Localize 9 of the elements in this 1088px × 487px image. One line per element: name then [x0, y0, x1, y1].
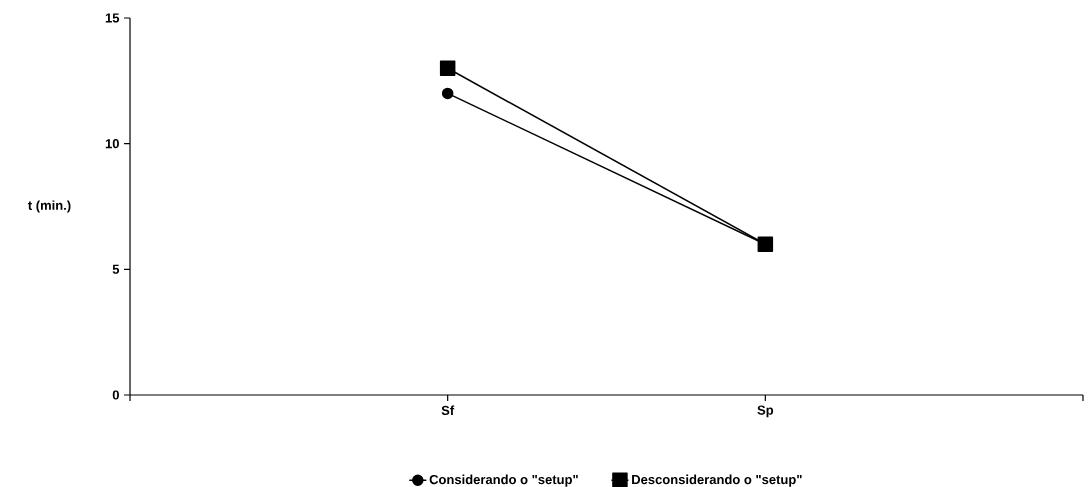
- legend-label: Considerando o "setup": [429, 474, 578, 487]
- y-tick-label: 0: [112, 390, 119, 400]
- y-axis-title: t (min.): [27, 200, 71, 213]
- x-tick-label: Sp: [757, 405, 774, 418]
- legend-label: Desconsiderando o "setup": [632, 474, 802, 487]
- y-tick-label: 10: [105, 139, 119, 149]
- y-tick-label: 15: [105, 13, 120, 23]
- x-tick-label: Sf: [441, 405, 455, 416]
- y-tick-label: 5: [112, 264, 120, 274]
